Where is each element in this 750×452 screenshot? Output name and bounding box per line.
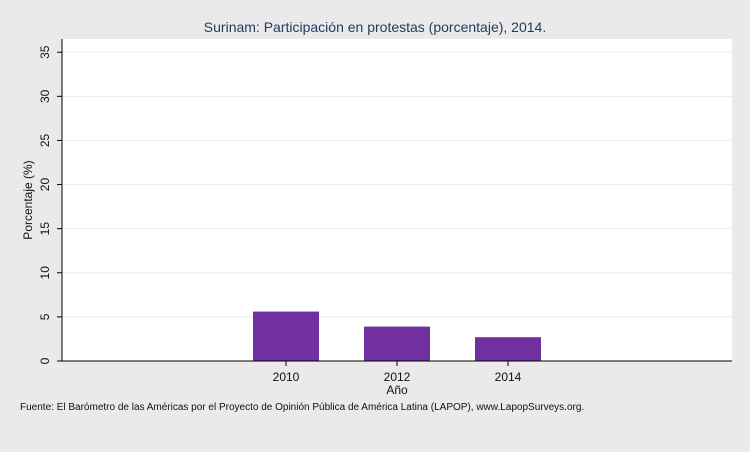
x-axis-ticks: 2010 2012 2014 <box>273 361 522 384</box>
y-tick-label: 10 <box>38 266 52 280</box>
grid-lines <box>62 51 732 318</box>
y-tick-label: 20 <box>38 178 52 192</box>
bars <box>253 311 541 361</box>
x-tick-label: 2014 <box>495 370 522 384</box>
y-tick-label: 35 <box>38 45 52 59</box>
x-tick-label: 2010 <box>273 370 300 384</box>
bar-2012 <box>364 326 430 361</box>
y-axis-label: Porcentaje (%) <box>21 160 35 239</box>
source-note: Fuente: El Barómetro de las Américas por… <box>20 402 584 413</box>
y-tick-label: 25 <box>38 133 52 147</box>
y-tick-label: 0 <box>38 357 52 364</box>
bar-2010 <box>253 311 319 361</box>
x-axis-label: Año <box>386 383 408 397</box>
bar-2014 <box>475 337 541 361</box>
y-axis-ticks: 0 5 10 15 20 25 30 35 <box>38 45 62 364</box>
y-tick-label: 15 <box>38 222 52 236</box>
y-tick-label: 5 <box>38 313 52 320</box>
x-tick-label: 2012 <box>384 370 411 384</box>
chart-title: Surinam: Participación en protestas (por… <box>204 19 546 35</box>
plot-area <box>62 39 732 361</box>
y-tick-label: 30 <box>38 89 52 103</box>
